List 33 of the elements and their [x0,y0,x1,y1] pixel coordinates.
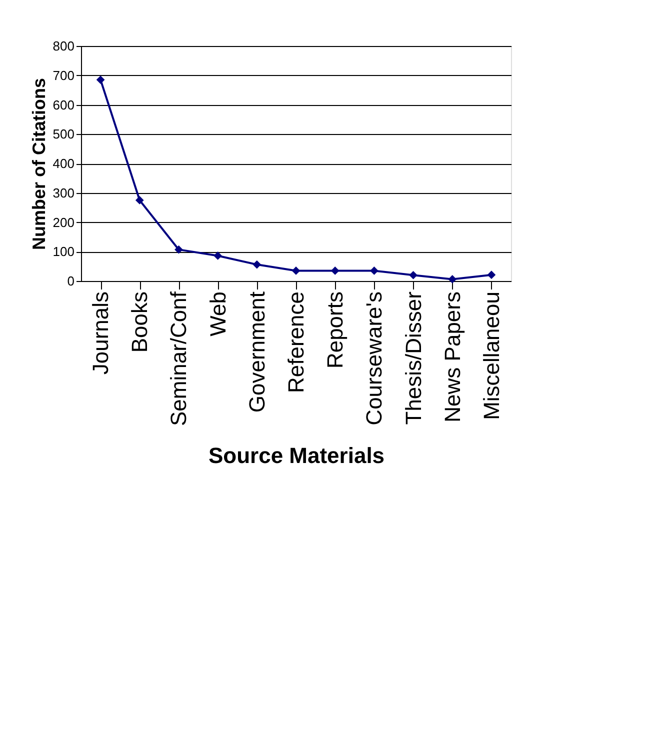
x-tick-label: Web [205,292,230,336]
x-tick-label: Government [244,292,270,413]
y-tick-label: 800 [52,38,74,54]
y-tick-label: 300 [52,185,74,200]
x-tick-label: Courseware's [362,292,387,426]
y-axis-title: Number of Citations [28,78,49,250]
y-tick-label: 500 [52,126,74,142]
y-tick-label: 700 [52,68,74,83]
x-tick-label: Thesis/Disser [400,292,426,425]
point [409,270,418,280]
point [330,266,340,275]
point [174,245,183,254]
point [370,266,378,275]
point [292,266,300,275]
point [214,252,222,260]
x-tick-label: Books [127,292,152,353]
y-tick-label: 200 [52,214,74,230]
x-tick-label: Journals [88,292,114,375]
x-tick-label: Miscellaneou [478,292,504,420]
point [135,196,144,204]
y-tick-label: 0 [67,274,74,288]
y-tick-label: 600 [52,97,74,112]
y-tick-label: 400 [52,156,74,171]
x-tick-label: News Papers [440,292,465,422]
point [252,260,262,269]
x-axis-title: Source Materials [208,443,385,468]
x-tick-label: Reports [322,292,348,369]
x-tick-label: Reference [284,292,308,394]
point [487,270,496,280]
y-tick-label: 100 [52,244,74,260]
x-tick-label: Seminar/Conf [166,290,192,426]
point [96,76,105,84]
point [448,275,457,284]
